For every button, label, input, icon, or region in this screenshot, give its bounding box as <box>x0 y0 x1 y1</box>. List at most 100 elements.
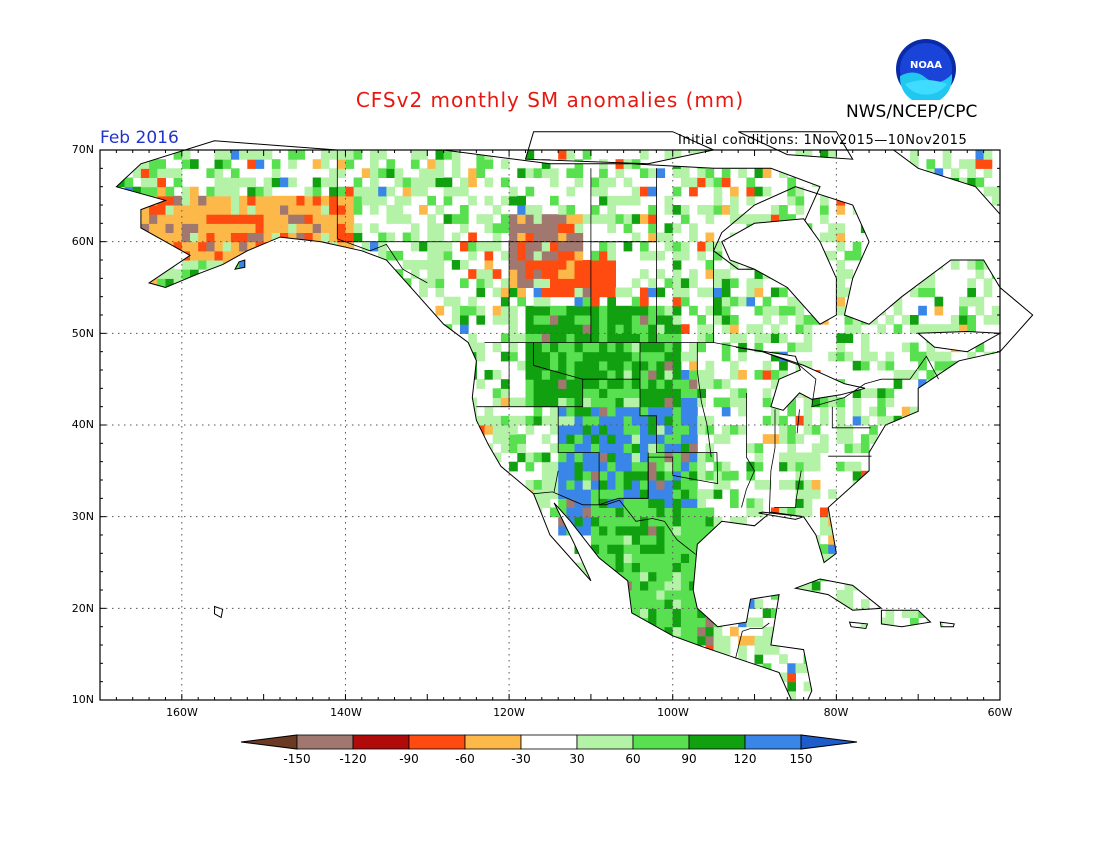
anomaly-cell <box>721 324 731 334</box>
anomaly-cell <box>329 525 338 536</box>
anomaly-cell <box>869 590 878 600</box>
anomaly-cell <box>893 672 903 683</box>
anomaly-cell <box>820 617 829 628</box>
anomaly-cell <box>680 535 690 545</box>
anomaly-cell <box>599 250 608 261</box>
anomaly-cell <box>860 617 870 628</box>
anomaly-cell <box>697 324 706 334</box>
anomaly-cell <box>476 379 486 389</box>
anomaly-cell <box>394 351 404 362</box>
anomaly-cell <box>124 645 134 655</box>
anomaly-cell <box>599 580 608 591</box>
anomaly-cell <box>582 452 592 463</box>
anomaly-cell <box>656 360 666 371</box>
lat-label-10: 10N <box>71 693 94 706</box>
anomaly-cell <box>460 177 469 188</box>
anomaly-cell <box>451 150 461 160</box>
anomaly-cell <box>901 370 911 380</box>
anomaly-cell <box>566 370 576 380</box>
anomaly-cell <box>779 360 788 371</box>
anomaly-cell <box>713 278 723 288</box>
anomaly-cell <box>288 535 297 545</box>
anomaly-cell <box>116 498 126 508</box>
anomaly-cell <box>116 287 117 298</box>
anomaly-cell <box>680 214 690 224</box>
anomaly-cell <box>443 150 453 160</box>
anomaly-cell <box>419 571 428 582</box>
anomaly-cell <box>541 159 551 169</box>
anomaly-cell <box>296 544 306 554</box>
anomaly-cell <box>672 415 682 426</box>
anomaly-cell <box>836 645 846 655</box>
anomaly-cell <box>558 388 567 398</box>
anomaly-cell <box>860 415 870 426</box>
anomaly-cell <box>779 507 788 518</box>
anomaly-cell <box>983 360 993 371</box>
anomaly-cell <box>607 250 616 261</box>
anomaly-cell <box>656 498 666 508</box>
anomaly-cell <box>590 452 600 463</box>
anomaly-cell <box>255 516 265 527</box>
anomaly-cell <box>255 690 265 701</box>
anomaly-cell <box>345 287 355 298</box>
anomaly-cell <box>255 342 265 353</box>
anomaly-cell <box>296 635 306 646</box>
anomaly-cell <box>607 269 616 279</box>
anomaly-cell <box>877 516 886 527</box>
anomaly-cell <box>550 278 559 288</box>
anomaly-cell <box>280 388 289 398</box>
anomaly-cell <box>550 223 559 233</box>
anomaly-cell <box>680 205 690 215</box>
anomaly-cell <box>312 342 322 353</box>
anomaly-cell <box>263 250 273 261</box>
anomaly-cell <box>566 480 576 490</box>
anomaly-cell <box>738 168 747 178</box>
anomaly-cell <box>443 525 453 536</box>
anomaly-cell <box>762 645 772 655</box>
anomaly-cell <box>885 388 895 398</box>
anomaly-cell <box>582 470 592 481</box>
anomaly-cell <box>877 535 886 545</box>
anomaly-cell <box>443 397 453 408</box>
anomaly-cell <box>255 287 265 298</box>
anomaly-cell <box>574 544 584 554</box>
anomaly-cell <box>214 498 224 508</box>
anomaly-cell <box>615 617 625 628</box>
anomaly-cell <box>222 406 232 417</box>
colorbar-label-minus120: -120 <box>339 752 367 766</box>
anomaly-cell <box>443 553 453 563</box>
anomaly-cell <box>844 443 854 453</box>
anomaly-cell <box>100 361 109 371</box>
anomaly-cell <box>337 397 346 408</box>
anomaly-cell <box>149 324 158 334</box>
anomaly-cell <box>950 214 960 224</box>
anomaly-cell <box>198 214 207 224</box>
anomaly-cell <box>558 333 567 343</box>
anomaly-cell <box>991 507 1001 518</box>
anomaly-cell <box>836 562 846 573</box>
anomaly-cell <box>860 663 870 673</box>
anomaly-cell <box>640 626 649 637</box>
anomaly-cell <box>460 443 469 453</box>
anomaly-cell <box>427 461 436 472</box>
anomaly-cell <box>721 681 731 692</box>
anomaly-cell <box>419 241 428 252</box>
anomaly-cell <box>705 571 715 582</box>
anomaly-cell <box>149 645 158 655</box>
anomaly-cell <box>983 351 993 362</box>
anomaly-cell <box>820 205 829 215</box>
anomaly-cell <box>820 159 829 169</box>
graticule <box>100 150 1000 700</box>
anomaly-cell <box>721 599 731 609</box>
anomaly-cell <box>312 461 322 472</box>
anomaly-cell <box>901 470 911 481</box>
anomaly-cell <box>100 517 109 527</box>
anomaly-cell <box>852 186 862 197</box>
anomaly-cell <box>468 269 477 279</box>
anomaly-cell <box>918 186 927 197</box>
anomaly-cell <box>378 617 387 628</box>
anomaly-cell <box>157 562 166 573</box>
anomaly-cell <box>754 461 764 472</box>
anomaly-cell <box>263 690 273 701</box>
anomaly-cell <box>312 425 322 435</box>
